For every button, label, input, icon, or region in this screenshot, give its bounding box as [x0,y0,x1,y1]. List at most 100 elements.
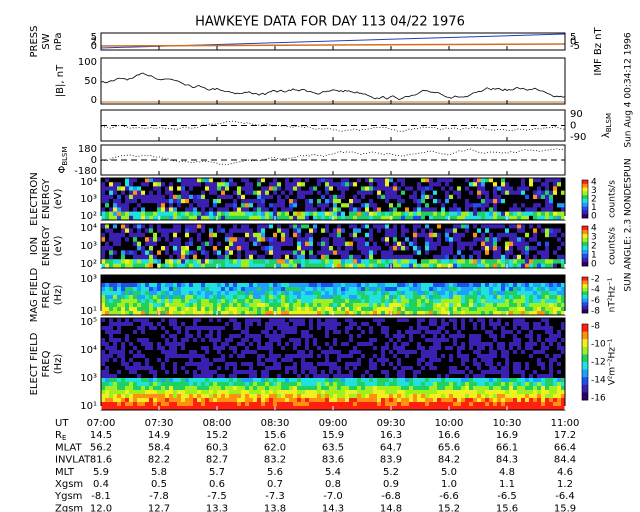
spectrogram-cell [225,224,229,229]
spectrogram-cell [345,254,349,260]
spectrogram-cell [313,398,317,403]
spectrogram-cell [137,378,141,383]
spectrogram-cell [385,275,389,280]
spectrogram-cell [197,318,201,323]
spectrogram-cell [529,287,533,292]
spectrogram-cell [453,215,457,221]
spectrogram-cell [301,318,305,323]
spectrogram-cell [341,250,345,256]
spectrogram-cell [293,346,297,351]
spectrogram-cell [273,386,277,391]
spectrogram-cell [473,283,477,288]
spectrogram-cell [125,366,129,371]
spectrogram-cell [149,190,153,196]
spectrogram-cell [113,215,117,221]
spectrogram-cell [193,346,197,351]
spectrogram-cell [133,362,137,367]
spectrogram-cell [501,178,505,183]
spectrogram-cell [413,186,417,192]
spectrogram-cell [181,224,185,229]
spectrogram-cell [441,224,445,229]
spectrogram-cell [237,342,241,347]
spectrogram-cell [161,394,165,399]
spectrogram-cell [189,194,193,200]
spectrogram-cell [377,287,381,292]
spectrogram-cell [297,287,301,292]
spectrogram-cell [469,299,473,304]
spectrogram-cell [541,279,545,284]
spectrogram-cell [293,178,297,183]
spectrogram-cell [457,182,461,187]
spectrogram-cell [249,322,253,327]
spectrogram-cell [465,275,469,280]
spectrogram-cell [157,366,161,371]
spectrogram-cell [113,190,117,196]
spectrogram-cell [317,199,321,204]
spectrogram-cell [561,207,565,213]
spectrogram-cell [401,254,405,260]
spectrogram-cell [537,182,541,187]
spectrogram-cell [413,275,417,280]
spectrogram-cell [529,237,533,243]
spectrogram-cell [181,190,185,196]
spectrogram-cell [513,311,517,316]
spectrogram-cell [437,279,441,284]
spectrogram-cell [481,178,485,183]
spectrogram-cell [257,299,261,304]
spectrogram-cell [369,254,373,260]
spectrogram-cell [397,283,401,288]
spectrogram-cell [313,215,317,221]
spectrogram-cell [181,402,185,407]
spectrogram-cell [117,311,121,316]
spectrogram-cell [137,186,141,192]
spectrogram-cell [509,279,513,284]
spectrogram-cell [297,406,301,411]
spectrogram-cell [133,263,137,269]
spectrogram-cell [193,295,197,300]
spectrogram-cell [417,211,421,217]
spectrogram-cell [249,283,253,288]
spectrogram-cell [469,291,473,296]
spectrogram-cell [345,307,349,312]
spectrogram-cell [161,299,165,304]
spectrogram-cell [141,307,145,312]
spectrogram-cell [153,318,157,323]
spectrogram-cell [109,374,113,379]
spectrogram-cell [325,303,329,308]
spectrogram-cell [437,295,441,300]
spectrogram-cell [429,246,433,251]
spectrogram-cell [461,178,465,183]
spectrogram-cell [453,259,457,265]
spectrogram-cell [241,194,245,200]
y-tick-label: 10² [80,211,97,222]
spectrogram-cell [217,287,221,292]
spectrogram-cell [237,334,241,339]
spectrogram-cell [241,283,245,288]
spectrogram-cell [121,283,125,288]
spectrogram-cell [509,295,513,300]
spectrogram-cell [121,406,125,411]
spectrogram-cell [289,263,293,269]
spectrogram-cell [217,374,221,379]
spectrogram-cell [381,224,385,229]
spectrogram-cell [113,199,117,204]
spectrogram-cell [509,303,513,308]
spectrogram-cell [201,178,205,183]
spectrogram-cell [393,237,397,243]
spectrogram-cell [177,311,181,316]
spectrogram-cell [109,207,113,213]
spectrogram-cell [217,366,221,371]
spectrogram-cell [285,307,289,312]
spectrogram-cell [309,366,313,371]
spectrogram-cell [441,246,445,251]
spectrogram-cell [301,322,305,327]
spectrogram-cell [117,394,121,399]
colorbar-cell [582,248,588,251]
spectrogram-cell [197,342,201,347]
spectrogram-cell [113,362,117,367]
spectrogram-cell [153,246,157,251]
spectrogram-cell [453,311,457,316]
spectrogram-cell [289,275,293,280]
spectrogram-cell [113,382,117,387]
spectrogram-cell [449,303,453,308]
